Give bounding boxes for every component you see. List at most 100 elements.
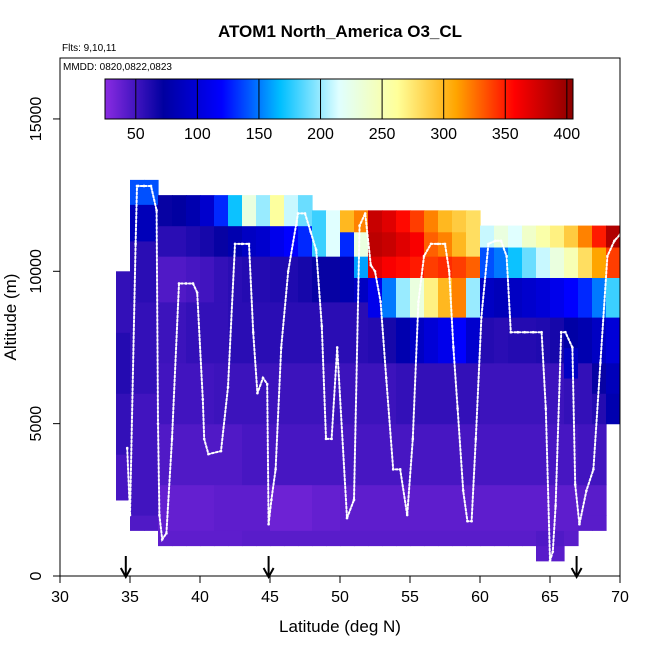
flight-track-point: [585, 489, 588, 492]
heatmap-cell: [354, 277, 369, 303]
heatmap-cell: [354, 256, 369, 278]
flight-track-point: [466, 519, 469, 523]
heatmap-cell: [312, 210, 327, 257]
heatmap-cell: [158, 256, 173, 303]
heatmap-cell: [340, 256, 355, 303]
heatmap-cell: [158, 423, 173, 486]
heatmap-cell: [382, 530, 397, 547]
heatmap-cell: [452, 530, 467, 547]
heatmap-cell: [564, 484, 579, 531]
colorbar-tick-label: 400: [553, 126, 580, 143]
heatmap-cell: [508, 530, 523, 547]
heatmap-cell: [550, 317, 565, 364]
x-tick-label: 60: [471, 589, 489, 606]
heatmap-cell: [368, 362, 383, 425]
heatmap-cell: [592, 225, 607, 248]
x-tick-label: 35: [121, 589, 139, 606]
heatmap-cell: [158, 362, 173, 425]
flight-track-point: [592, 468, 595, 471]
flight-track-point: [599, 361, 602, 365]
flight-track-point: [303, 212, 307, 215]
y-tick-label: 15000: [28, 97, 45, 142]
flight-track-point: [436, 242, 440, 246]
heatmap-cell: [326, 423, 341, 486]
heatmap-cell: [508, 317, 523, 364]
flight-track-point: [156, 422, 160, 425]
heatmap-cell: [172, 225, 187, 257]
heatmap-cell: [410, 484, 425, 531]
heatmap-cell: [494, 362, 509, 425]
flight-track-point: [251, 330, 255, 334]
heatmap-cell: [522, 530, 537, 547]
flight-track-point: [578, 522, 581, 526]
heatmap-cell: [466, 530, 481, 547]
heatmap-cell: [186, 423, 201, 486]
flight-track-point: [320, 324, 324, 328]
heatmap-cell: [214, 423, 229, 486]
heatmap-cell: [368, 423, 383, 486]
heatmap-cell: [494, 246, 509, 278]
heatmap-cell: [256, 484, 271, 531]
heatmap-cell: [284, 256, 299, 303]
heatmap-cell: [536, 277, 551, 318]
flight-track-point: [405, 513, 409, 517]
heatmap-cell: [578, 362, 593, 425]
heatmap-cell: [564, 225, 579, 248]
heatmap-cell: [242, 225, 257, 257]
heatmap-cell: [228, 256, 243, 303]
x-axis-label: Latitude (deg N): [279, 617, 401, 636]
heatmap-cell: [494, 484, 509, 531]
heatmap-cell: [564, 347, 579, 379]
colorbar-tick-label: 250: [369, 126, 396, 143]
flight-track-point: [461, 489, 465, 492]
heatmap-cell: [172, 530, 187, 547]
heatmap-cell: [130, 204, 145, 242]
heatmap-cell: [508, 246, 523, 278]
heatmap-cell: [298, 484, 313, 531]
heatmap-cell: [158, 195, 173, 227]
heatmap-cell: [592, 393, 607, 425]
heatmap-cell: [536, 545, 551, 562]
heatmap-cell: [396, 231, 411, 257]
heatmap-cell: [438, 423, 453, 486]
heatmap-cell: [466, 231, 481, 257]
heatmap-cell: [592, 317, 607, 364]
colorbar-labels: 50 100 150 200 250 300 350 400: [127, 126, 580, 143]
heatmap-cell: [116, 271, 131, 333]
heatmap-cell: [186, 195, 201, 227]
flight-track-point: [309, 230, 312, 233]
heatmap-cell: [466, 484, 481, 531]
heatmap-cell: [326, 210, 341, 257]
flight-track-point: [443, 242, 447, 246]
heatmap-cell: [228, 530, 243, 547]
heatmap-cell: [186, 484, 201, 531]
flight-track-point: [551, 550, 555, 553]
flight-track-point: [261, 376, 265, 380]
flight-track-point: [330, 437, 333, 441]
heatmap-cell: [536, 423, 551, 486]
heatmap-cell: [214, 484, 229, 531]
flight-track-point: [548, 559, 552, 563]
flight-track-point: [384, 376, 388, 380]
heatmap-cell: [326, 484, 341, 531]
heatmap-cell: [116, 332, 131, 394]
heatmap-cell: [452, 484, 467, 531]
flight-track-point: [279, 346, 283, 349]
flight-track-point: [158, 513, 161, 517]
heatmap-cell: [508, 277, 523, 318]
y-axis-label: Altitude (m): [1, 274, 20, 361]
heatmap-cell: [522, 225, 537, 248]
heatmap-cell: [382, 423, 397, 486]
flight-track-point: [499, 239, 503, 243]
heatmap-cell: [564, 530, 579, 547]
flight-track-point: [606, 254, 609, 258]
heatmap-cell: [564, 277, 579, 318]
heatmap-cell: [186, 301, 201, 364]
heatmap-cell: [186, 362, 201, 425]
heatmap-cell: [158, 225, 173, 257]
heatmap-cell: [396, 362, 411, 425]
heatmap-cell: [172, 195, 187, 227]
heatmap-cell: [396, 256, 411, 278]
heatmap-cell: [522, 423, 537, 486]
heatmap-cell: [242, 423, 257, 486]
